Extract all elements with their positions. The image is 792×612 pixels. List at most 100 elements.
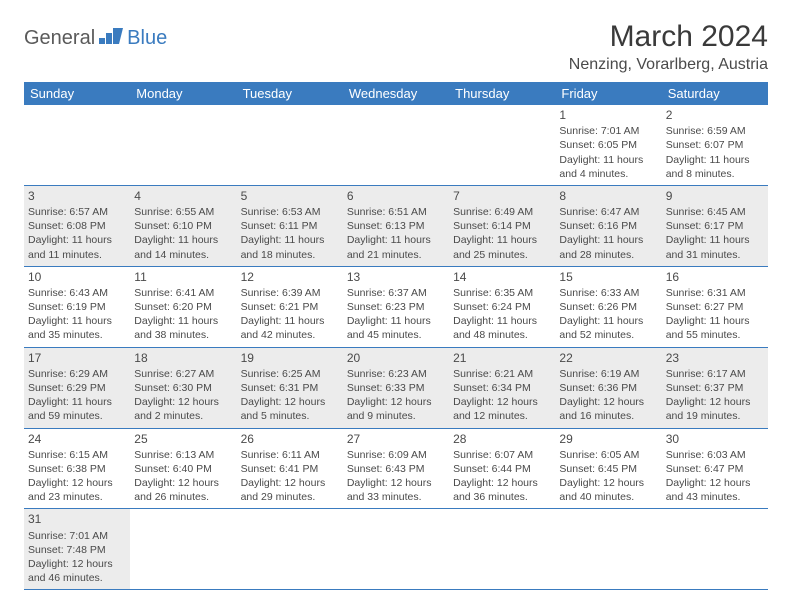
day-number: 21 — [453, 350, 551, 366]
sunrise-text: Sunrise: 6:41 AM — [134, 286, 232, 300]
daylight-text: Daylight: 12 hours and 9 minutes. — [347, 395, 445, 423]
calendar-day-cell: 18Sunrise: 6:27 AMSunset: 6:30 PMDayligh… — [130, 347, 236, 428]
sunrise-text: Sunrise: 6:09 AM — [347, 448, 445, 462]
calendar-day-cell — [662, 509, 768, 590]
calendar-day-cell: 29Sunrise: 6:05 AMSunset: 6:45 PMDayligh… — [555, 428, 661, 509]
sunset-text: Sunset: 6:30 PM — [134, 381, 232, 395]
calendar-day-cell: 28Sunrise: 6:07 AMSunset: 6:44 PMDayligh… — [449, 428, 555, 509]
sunset-text: Sunset: 6:24 PM — [453, 300, 551, 314]
sunset-text: Sunset: 6:34 PM — [453, 381, 551, 395]
day-number: 25 — [134, 431, 232, 447]
calendar-day-cell: 31Sunrise: 7:01 AMSunset: 7:48 PMDayligh… — [24, 509, 130, 590]
day-number: 12 — [241, 269, 339, 285]
sunset-text: Sunset: 7:48 PM — [28, 543, 126, 557]
calendar-day-cell: 5Sunrise: 6:53 AMSunset: 6:11 PMDaylight… — [237, 185, 343, 266]
sunset-text: Sunset: 6:40 PM — [134, 462, 232, 476]
calendar-day-cell — [237, 509, 343, 590]
sunrise-text: Sunrise: 6:53 AM — [241, 205, 339, 219]
calendar-day-cell — [555, 509, 661, 590]
daylight-text: Daylight: 11 hours and 42 minutes. — [241, 314, 339, 342]
day-header: Friday — [555, 82, 661, 105]
day-number: 22 — [559, 350, 657, 366]
daylight-text: Daylight: 11 hours and 31 minutes. — [666, 233, 764, 261]
calendar-day-cell — [130, 509, 236, 590]
calendar-day-cell: 21Sunrise: 6:21 AMSunset: 6:34 PMDayligh… — [449, 347, 555, 428]
sunset-text: Sunset: 6:10 PM — [134, 219, 232, 233]
sunrise-text: Sunrise: 6:47 AM — [559, 205, 657, 219]
sunset-text: Sunset: 6:47 PM — [666, 462, 764, 476]
day-number: 30 — [666, 431, 764, 447]
sunrise-text: Sunrise: 6:49 AM — [453, 205, 551, 219]
calendar-day-cell: 15Sunrise: 6:33 AMSunset: 6:26 PMDayligh… — [555, 266, 661, 347]
logo: General Blue — [24, 26, 167, 51]
day-header: Thursday — [449, 82, 555, 105]
calendar-day-cell — [449, 105, 555, 185]
day-number: 4 — [134, 188, 232, 204]
daylight-text: Daylight: 11 hours and 4 minutes. — [559, 153, 657, 181]
calendar-week-row: 31Sunrise: 7:01 AMSunset: 7:48 PMDayligh… — [24, 509, 768, 590]
calendar-day-cell: 22Sunrise: 6:19 AMSunset: 6:36 PMDayligh… — [555, 347, 661, 428]
sunrise-text: Sunrise: 6:31 AM — [666, 286, 764, 300]
day-number: 2 — [666, 107, 764, 123]
calendar-day-cell: 13Sunrise: 6:37 AMSunset: 6:23 PMDayligh… — [343, 266, 449, 347]
sunrise-text: Sunrise: 6:13 AM — [134, 448, 232, 462]
calendar-week-row: 24Sunrise: 6:15 AMSunset: 6:38 PMDayligh… — [24, 428, 768, 509]
sunrise-text: Sunrise: 6:19 AM — [559, 367, 657, 381]
sunset-text: Sunset: 6:21 PM — [241, 300, 339, 314]
sunrise-text: Sunrise: 6:23 AM — [347, 367, 445, 381]
day-number: 27 — [347, 431, 445, 447]
location: Nenzing, Vorarlberg, Austria — [569, 56, 768, 74]
sunset-text: Sunset: 6:29 PM — [28, 381, 126, 395]
daylight-text: Daylight: 12 hours and 46 minutes. — [28, 557, 126, 585]
calendar-day-cell: 3Sunrise: 6:57 AMSunset: 6:08 PMDaylight… — [24, 185, 130, 266]
sunrise-text: Sunrise: 6:51 AM — [347, 205, 445, 219]
day-header: Saturday — [662, 82, 768, 105]
sunrise-text: Sunrise: 6:35 AM — [453, 286, 551, 300]
day-number: 5 — [241, 188, 339, 204]
sunrise-text: Sunrise: 6:25 AM — [241, 367, 339, 381]
day-number: 17 — [28, 350, 126, 366]
day-number: 15 — [559, 269, 657, 285]
day-number: 29 — [559, 431, 657, 447]
sunset-text: Sunset: 6:19 PM — [28, 300, 126, 314]
day-number: 18 — [134, 350, 232, 366]
calendar-day-cell: 23Sunrise: 6:17 AMSunset: 6:37 PMDayligh… — [662, 347, 768, 428]
calendar-day-cell: 25Sunrise: 6:13 AMSunset: 6:40 PMDayligh… — [130, 428, 236, 509]
sunrise-text: Sunrise: 7:01 AM — [559, 124, 657, 138]
daylight-text: Daylight: 11 hours and 35 minutes. — [28, 314, 126, 342]
daylight-text: Daylight: 11 hours and 21 minutes. — [347, 233, 445, 261]
daylight-text: Daylight: 11 hours and 59 minutes. — [28, 395, 126, 423]
daylight-text: Daylight: 12 hours and 29 minutes. — [241, 476, 339, 504]
calendar-day-cell: 14Sunrise: 6:35 AMSunset: 6:24 PMDayligh… — [449, 266, 555, 347]
calendar-day-cell: 7Sunrise: 6:49 AMSunset: 6:14 PMDaylight… — [449, 185, 555, 266]
daylight-text: Daylight: 11 hours and 14 minutes. — [134, 233, 232, 261]
day-number: 23 — [666, 350, 764, 366]
day-number: 8 — [559, 188, 657, 204]
title-block: March 2024 Nenzing, Vorarlberg, Austria — [569, 20, 768, 74]
day-number: 16 — [666, 269, 764, 285]
daylight-text: Daylight: 11 hours and 55 minutes. — [666, 314, 764, 342]
day-number: 1 — [559, 107, 657, 123]
sunrise-text: Sunrise: 6:39 AM — [241, 286, 339, 300]
daylight-text: Daylight: 12 hours and 26 minutes. — [134, 476, 232, 504]
day-number: 9 — [666, 188, 764, 204]
sunset-text: Sunset: 6:45 PM — [559, 462, 657, 476]
calendar-day-cell: 11Sunrise: 6:41 AMSunset: 6:20 PMDayligh… — [130, 266, 236, 347]
sunset-text: Sunset: 6:27 PM — [666, 300, 764, 314]
sunset-text: Sunset: 6:38 PM — [28, 462, 126, 476]
day-header: Tuesday — [237, 82, 343, 105]
calendar-day-cell — [24, 105, 130, 185]
sunset-text: Sunset: 6:05 PM — [559, 138, 657, 152]
calendar-day-cell: 27Sunrise: 6:09 AMSunset: 6:43 PMDayligh… — [343, 428, 449, 509]
day-number: 26 — [241, 431, 339, 447]
daylight-text: Daylight: 12 hours and 2 minutes. — [134, 395, 232, 423]
calendar-day-cell: 17Sunrise: 6:29 AMSunset: 6:29 PMDayligh… — [24, 347, 130, 428]
daylight-text: Daylight: 12 hours and 33 minutes. — [347, 476, 445, 504]
calendar-day-cell: 16Sunrise: 6:31 AMSunset: 6:27 PMDayligh… — [662, 266, 768, 347]
sunset-text: Sunset: 6:41 PM — [241, 462, 339, 476]
sunrise-text: Sunrise: 6:27 AM — [134, 367, 232, 381]
day-header-row: Sunday Monday Tuesday Wednesday Thursday… — [24, 82, 768, 105]
day-number: 24 — [28, 431, 126, 447]
calendar-week-row: 1Sunrise: 7:01 AMSunset: 6:05 PMDaylight… — [24, 105, 768, 185]
sunset-text: Sunset: 6:11 PM — [241, 219, 339, 233]
